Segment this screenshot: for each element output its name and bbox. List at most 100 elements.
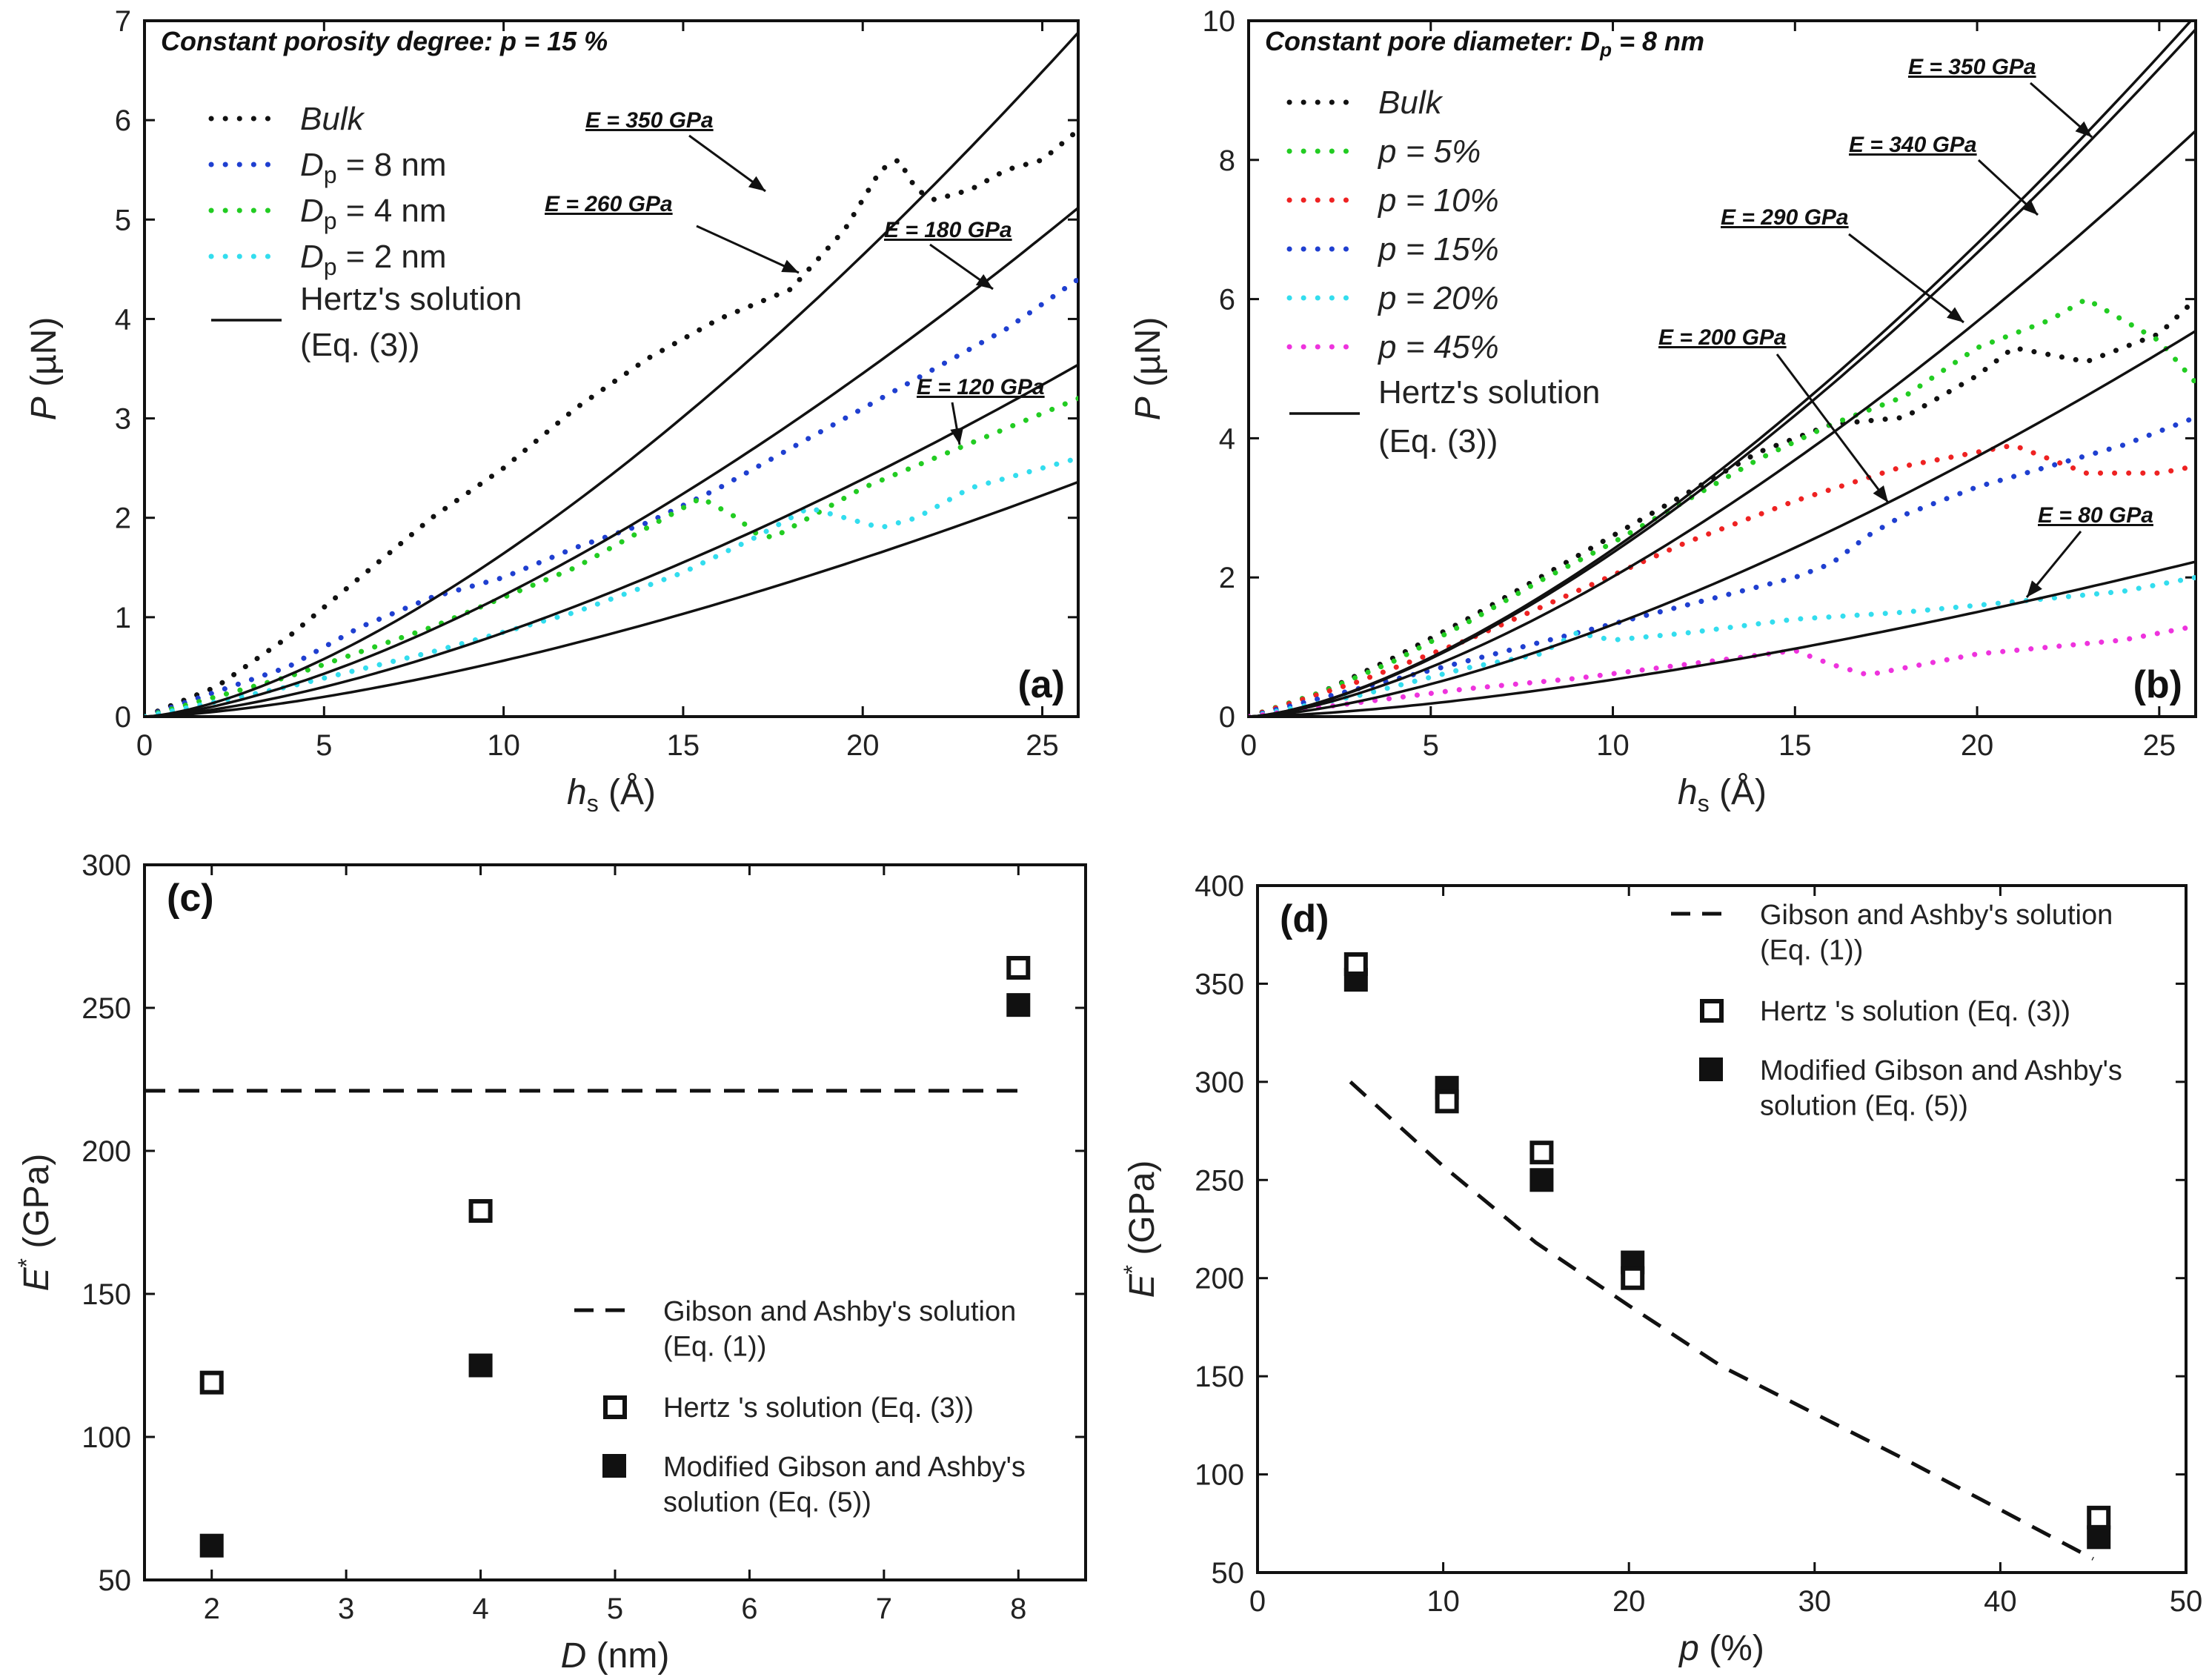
hertz-curve-2: [145, 363, 1078, 717]
x-tick-label: 0: [136, 729, 153, 762]
hertz-curve-0: [145, 31, 1078, 717]
x-axis-label-unit: (Å): [599, 773, 656, 812]
annotation-arrow-3-head: [950, 427, 964, 445]
panel-title-sub: p: [1599, 39, 1612, 61]
legend-label-gibson-ashby-eq: (Eq. (1)): [663, 1332, 766, 1363]
annotation-label-0: E = 350 GPa: [1908, 55, 2036, 79]
x-axis-label-main: p: [1678, 1629, 1699, 1668]
legend-label-hertz: Hertz 's solution (Eq. (3)): [663, 1392, 974, 1424]
panel-letter: (d): [1280, 897, 1329, 940]
y-axis-label-sup: *: [13, 1258, 40, 1267]
x-tick-label: 40: [1984, 1585, 2017, 1618]
annotation-label-2: E = 290 GPa: [1721, 205, 1849, 230]
annotation-arrow-0-head: [2075, 121, 2092, 137]
x-tick-label: 25: [2143, 729, 2176, 762]
y-tick-label: 7: [115, 5, 131, 38]
y-axis-label-unit: (µN): [1129, 317, 1168, 397]
x-axis-label-unit: (Å): [1710, 773, 1767, 812]
y-tick-label: 300: [82, 849, 131, 882]
y-axis-label: P (µN): [1129, 317, 1168, 421]
y-tick-label: 350: [1195, 968, 1244, 1000]
y-tick-label: 1: [115, 602, 131, 634]
y-tick-label: 100: [82, 1421, 131, 1454]
modified-point: [1529, 1168, 1554, 1192]
hertz-point: [468, 1199, 493, 1224]
y-tick-label: 150: [82, 1278, 131, 1311]
legend-label-hertz-eq: (Eq. (3)): [300, 327, 419, 363]
x-tick-label: 4: [472, 1593, 488, 1625]
hertz-point: [1621, 1266, 1645, 1290]
y-tick-label: 10: [1203, 5, 1236, 38]
annotation-arrow-1-head: [2021, 199, 2038, 215]
panel-b-chart: 0 5 10 15 20 25 0 2 4 6 8 10 hs (Å) P (µN) Constant po…: [1129, 5, 2197, 817]
plot-frame: [1256, 884, 2188, 1574]
legend-label-main: p = 5%: [1377, 133, 1481, 170]
x-tick-label: 10: [1426, 1585, 1460, 1618]
y-tick-label: 250: [82, 992, 131, 1025]
x-tick-label: 50: [2170, 1585, 2203, 1618]
y-tick-label: 8: [1219, 145, 1235, 177]
annotation-label-3: E = 200 GPa: [1658, 325, 1787, 350]
annotation-arrow-3-head: [1873, 485, 1888, 502]
series-line-3: [1249, 414, 2196, 717]
series-line-1: [145, 276, 1078, 717]
y-tick-label: 200: [1195, 1263, 1244, 1295]
annotations: E = 350 GPa E = 260 GPa E = 180 GPa E = 120…: [545, 108, 1045, 445]
annotation-label-0: E = 350 GPa: [585, 108, 714, 133]
annotation-arrow-1-shaft: [696, 225, 800, 274]
y-axis-label-main: E: [17, 1266, 56, 1291]
legend-label-gibson-ashby: Gibson and Ashby's solution: [663, 1296, 1016, 1327]
legend-label-1: Dp = 8 nm: [300, 147, 447, 188]
hertz-point: [1529, 1141, 1554, 1165]
hertz-curve-1: [1249, 28, 2196, 717]
legend-label-main: p = 15%: [1377, 231, 1499, 268]
y-tick-label: 100: [1195, 1459, 1244, 1492]
hertz-curve-1: [145, 207, 1078, 717]
series-line-0: [145, 127, 1078, 717]
annotation-arrow-2-shaft: [1848, 233, 1964, 324]
y-axis-label-main: P: [1129, 396, 1168, 420]
y-axis-label: P (µN): [24, 317, 64, 421]
panel-letter: (b): [2133, 663, 2182, 706]
x-axis-label-main: h: [567, 773, 587, 812]
legend-label-modified: Modified Gibson and Ashby's: [663, 1452, 1026, 1483]
x-tick-label: 0: [1240, 729, 1257, 762]
legend-label-0: Bulk: [1378, 84, 1444, 121]
legend-label-main: D: [300, 193, 324, 229]
legend-label-hertz-eq: (Eq. (3)): [1378, 423, 1498, 459]
legend-label-hertz: Hertz 's solution (Eq. (3)): [1760, 996, 2070, 1027]
x-axis-label-unit: (nm): [586, 1636, 669, 1676]
legend-label-main: Bulk: [300, 101, 365, 137]
annotation-arrow-3-shaft: [1775, 353, 1890, 503]
series-line-4: [1249, 574, 2196, 717]
y-tick-label: 300: [1195, 1066, 1244, 1099]
modified-point: [199, 1533, 224, 1558]
legend-label-main: p = 20%: [1377, 280, 1499, 316]
hertz-curve-3: [145, 480, 1078, 717]
legend: Gibson and Ashby's solution (Eq. (1)) Hert…: [574, 1296, 1026, 1518]
x-tick-label: 2: [204, 1593, 220, 1625]
hertz-point: [1006, 955, 1031, 980]
x-tick-label: 8: [1010, 1593, 1026, 1625]
x-tick-label: 15: [1778, 729, 1812, 762]
y-tick-label: 3: [115, 403, 131, 436]
panel-title-main: Constant pore diameter: D: [1265, 26, 1600, 56]
x-tick-label: 10: [487, 729, 520, 762]
annotation-label-4: E = 80 GPa: [2038, 503, 2153, 528]
x-tick-label: 7: [876, 1593, 892, 1625]
x-axis-label: hs (Å): [567, 773, 656, 817]
y-tick-label: 6: [115, 104, 131, 137]
legend-label-2: p = 10%: [1377, 182, 1499, 219]
x-axis-label-sub: s: [587, 790, 599, 817]
legend-label-main: p = 10%: [1377, 182, 1499, 219]
legend-label-suffix: = 8 nm: [337, 147, 447, 183]
series-line-2: [1249, 442, 2196, 717]
y-tick-label: 2: [115, 502, 131, 535]
y-axis-label-unit: (GPa): [1123, 1161, 1162, 1265]
y-tick-label: 0: [115, 701, 131, 734]
legend-label-modified: Modified Gibson and Ashby's: [1760, 1055, 2122, 1086]
legend-swatch-hertz: [1700, 999, 1724, 1023]
legend-label-main: D: [300, 147, 324, 183]
